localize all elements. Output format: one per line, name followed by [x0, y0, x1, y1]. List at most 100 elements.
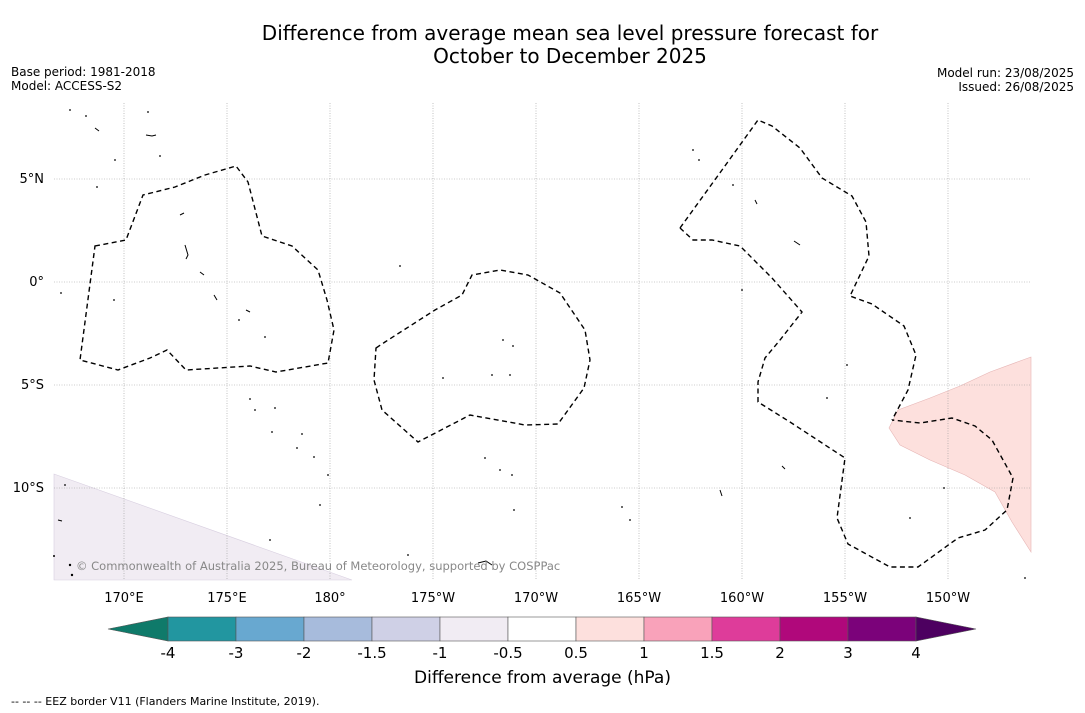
islet: [159, 155, 161, 157]
islet: [442, 377, 444, 379]
island: [781, 465, 786, 470]
lon-tick-label: 170°E: [104, 591, 144, 606]
model-name-text: Model: ACCESS-S2: [11, 79, 123, 93]
islet: [60, 292, 62, 294]
island: [719, 489, 723, 497]
lon-tick-label: 155°W: [823, 591, 867, 606]
base-period-text: Base period: 1981-2018: [11, 65, 156, 79]
islet: [114, 159, 116, 161]
islet: [69, 109, 71, 111]
eez-border-kiribati-phoenix: [373, 269, 591, 443]
islet: [484, 457, 486, 459]
islet: [513, 509, 515, 511]
issued-text: Issued: 26/08/2025: [958, 80, 1074, 94]
colorbar-segment: [235, 616, 305, 642]
islet: [698, 159, 700, 161]
islet: [249, 398, 251, 400]
lon-tick-label: 165°W: [617, 591, 661, 606]
eez-legend-note: -- -- -- EEZ border V11 (Flanders Marine…: [11, 695, 320, 708]
eez-border-kiribati-gilberts: [79, 165, 335, 373]
colorbar-segment: [711, 616, 781, 642]
eez-border-south: [679, 227, 1014, 568]
lon-tick-label: 175°E: [207, 591, 247, 606]
gridlines: [54, 103, 1031, 580]
islet: [826, 397, 828, 399]
islet: [499, 469, 501, 471]
islet: [943, 487, 945, 489]
islet: [296, 447, 298, 449]
colorbar-segment: [303, 616, 373, 642]
islet: [274, 407, 276, 409]
island: [793, 240, 801, 246]
islet: [909, 517, 911, 519]
islet: [629, 519, 631, 521]
map-title: Difference from average mean sea level p…: [0, 22, 1085, 68]
island: [754, 199, 758, 205]
island: [184, 244, 189, 260]
colorbar-segment: [507, 616, 577, 642]
colorbar-segment: [167, 616, 237, 642]
colorbar-segment: [371, 616, 441, 642]
colorbar-tick-label: 2: [775, 644, 785, 662]
islet: [68, 563, 72, 567]
island: [477, 560, 493, 566]
colorbar-segment: [779, 616, 849, 642]
islet: [264, 336, 266, 338]
islet: [509, 374, 511, 376]
islet: [113, 299, 115, 301]
colorbar-segment: [575, 616, 645, 642]
islet: [64, 484, 66, 486]
islands: [57, 127, 801, 566]
lat-tick-label: 0°: [29, 275, 44, 290]
islet: [407, 554, 409, 556]
islet: [741, 289, 743, 291]
island: [213, 294, 218, 301]
model-run-text: Model run: 23/08/2025: [936, 66, 1074, 80]
island: [199, 271, 205, 276]
islet: [319, 504, 321, 506]
copyright-notice: © Commonwealth of Australia 2025, Bureau…: [76, 559, 560, 573]
colorbar-tick-label: -2: [297, 644, 312, 662]
negative-anomaly-area: [53, 473, 353, 581]
island: [94, 127, 100, 132]
colorbar-segment: [847, 616, 917, 642]
lon-tick-label: 175°W: [411, 591, 455, 606]
islet: [147, 111, 149, 113]
lat-tick-label: 5°N: [20, 172, 45, 187]
island: [179, 212, 185, 216]
title-line-1: Difference from average mean sea level p…: [261, 21, 879, 45]
islet: [732, 184, 734, 186]
colorbar-tick-label: 3: [843, 644, 853, 662]
colorbar-tick-label: 1: [639, 644, 649, 662]
islet: [512, 345, 514, 347]
colorbar-tick-label: -3: [229, 644, 244, 662]
lat-tick-label: 10°S: [13, 481, 44, 496]
colorbar-tick-label: -0.5: [493, 644, 522, 662]
islet: [621, 506, 623, 508]
colorbar-tick-label: -1: [433, 644, 448, 662]
colorbar-tick-label: -4: [161, 644, 176, 662]
colorbar-tick-label: -1.5: [357, 644, 386, 662]
colorbar-tick-label: 0.5: [564, 644, 588, 662]
islet: [1024, 577, 1026, 579]
colorbar-tick-label: 4: [911, 644, 921, 662]
islet: [327, 474, 329, 476]
colorbar-segment: [643, 616, 713, 642]
islet: [846, 364, 848, 366]
island: [145, 134, 157, 137]
positive-anomaly-area: [888, 356, 1032, 554]
island: [245, 309, 251, 313]
islet: [271, 431, 273, 433]
colorbar-extend-low: [107, 616, 169, 642]
colorbar-segment: [439, 616, 509, 642]
lon-tick-label: 150°W: [926, 591, 970, 606]
islet: [692, 149, 694, 151]
colorbar-extend-high: [915, 616, 977, 642]
islet: [70, 573, 74, 577]
colorbar-tick-label: 1.5: [700, 644, 724, 662]
islet: [53, 555, 55, 557]
small-islets: [53, 109, 1026, 579]
lon-tick-label: 170°W: [514, 591, 558, 606]
island: [57, 519, 63, 522]
